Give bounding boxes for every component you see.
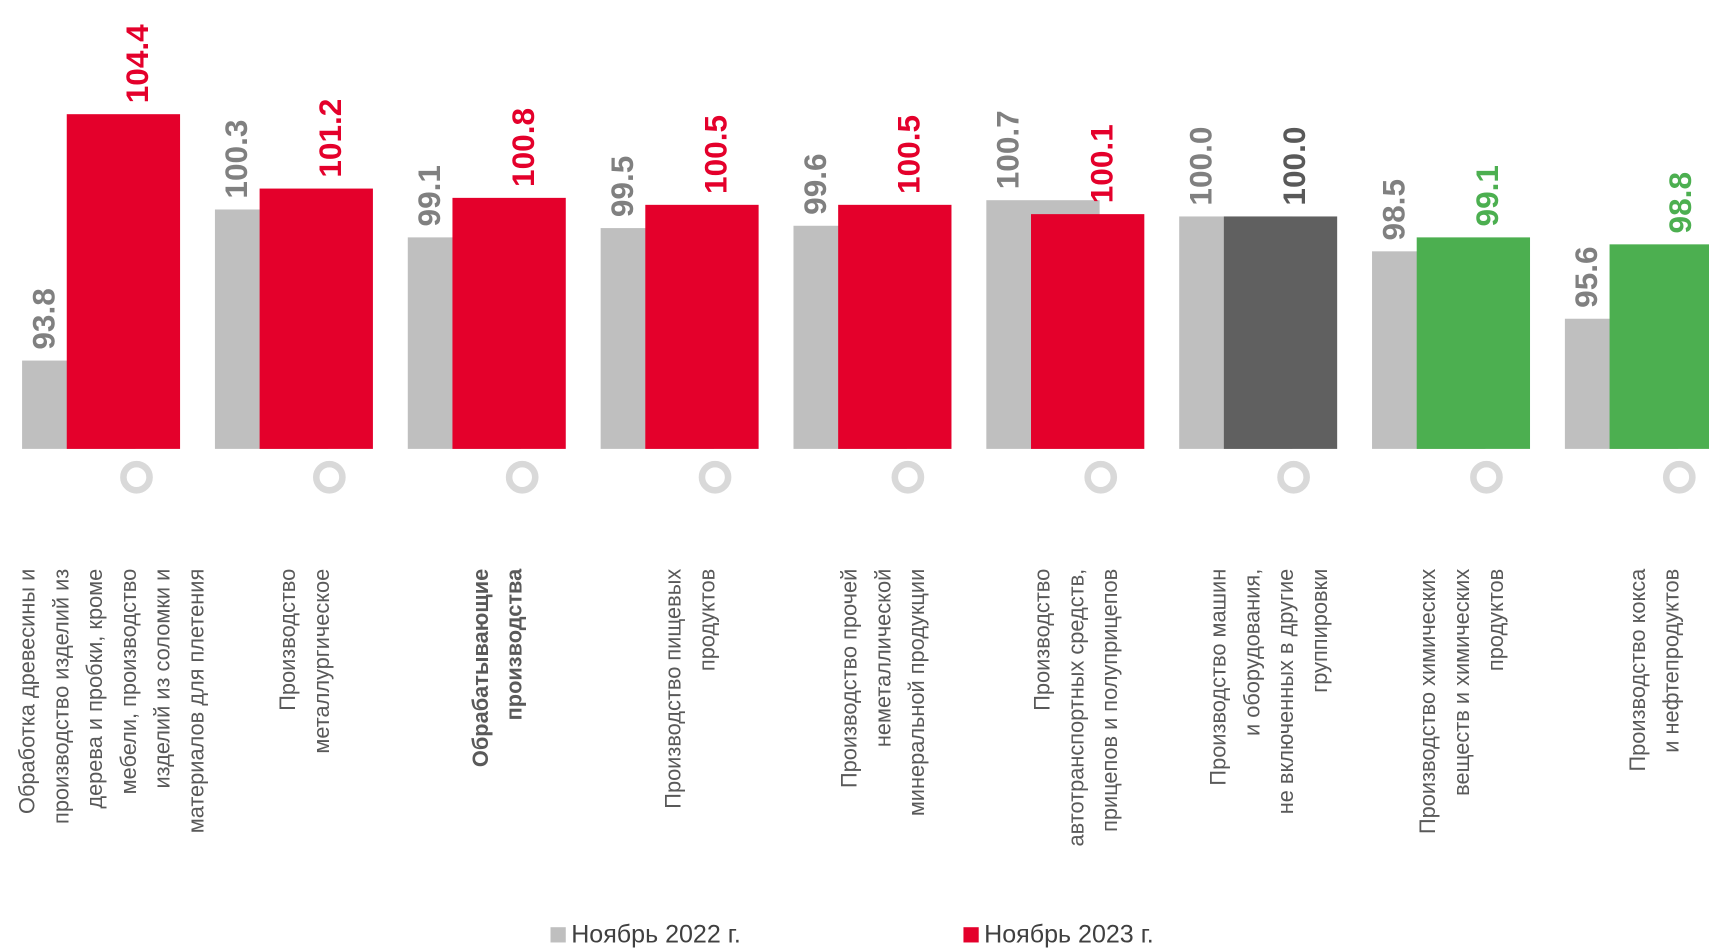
icon	[1088, 464, 1114, 490]
value-label: 93.8	[25, 288, 61, 349]
value-label: 101.2	[312, 99, 348, 178]
icon	[1281, 464, 1307, 490]
bar	[67, 114, 180, 449]
bar	[1417, 237, 1530, 449]
value-label: 100.3	[218, 120, 254, 199]
value-label: 100.5	[698, 115, 734, 194]
value-label: 98.5	[1375, 179, 1411, 240]
bar	[1224, 216, 1337, 448]
value-label: 100.7	[990, 110, 1026, 189]
value-label: 99.1	[411, 165, 447, 226]
icon	[1666, 464, 1692, 490]
value-label: 100.0	[1183, 127, 1219, 206]
icon	[1473, 464, 1499, 490]
bar	[260, 189, 373, 449]
legend-label: Ноябрь 2023 г.	[984, 921, 1154, 949]
icon	[895, 464, 921, 490]
icon	[316, 464, 342, 490]
icon	[509, 464, 535, 490]
icon	[123, 464, 149, 490]
value-label: 99.1	[1469, 165, 1505, 226]
bar	[645, 205, 758, 449]
value-label: 100.5	[891, 115, 927, 194]
value-label: 99.5	[604, 156, 640, 217]
legend-swatch	[963, 927, 978, 942]
chart: 93.8 104.4 Обработка древесины ипроизводст…	[0, 0, 1709, 949]
value-label: 100.0	[1276, 127, 1312, 206]
bar	[1610, 244, 1709, 449]
icon	[702, 464, 728, 490]
value-label: 100.8	[505, 108, 541, 187]
value-label: 100.1	[1083, 124, 1119, 203]
bar	[452, 198, 565, 449]
value-label: 99.6	[797, 153, 833, 214]
legend-label: Ноябрь 2022 г.	[571, 921, 741, 949]
value-label: 98.8	[1662, 172, 1698, 233]
value-label: 95.6	[1568, 246, 1604, 307]
legend-swatch	[551, 927, 566, 942]
bar	[1031, 214, 1144, 449]
bar	[838, 205, 951, 449]
value-label: 104.4	[119, 24, 155, 103]
